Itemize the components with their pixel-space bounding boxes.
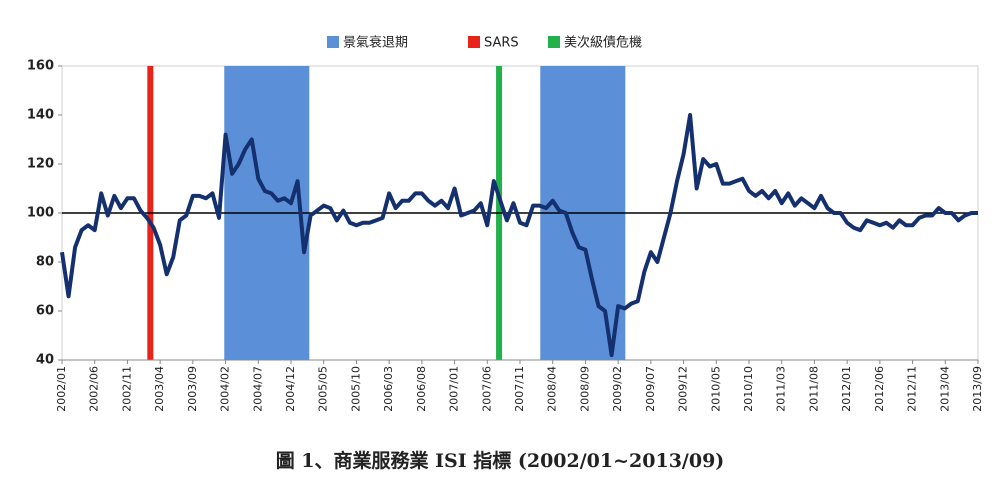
y-tick-label: 140 (27, 108, 54, 123)
x-tick-label: 2007/11 (513, 366, 526, 412)
x-tick-label: 2002/06 (88, 366, 101, 412)
y-tick-label: 120 (27, 157, 54, 172)
x-tick-label: 2009/12 (677, 366, 690, 412)
x-tick-label: 2012/06 (873, 366, 886, 412)
x-tick-label: 2011/03 (775, 366, 788, 412)
data-line (60, 113, 978, 358)
x-tick-label: 2006/08 (415, 366, 428, 412)
x-tick-label: 2009/02 (611, 366, 624, 412)
x-tick-label: 2011/08 (807, 366, 820, 412)
y-tick-label: 160 (27, 59, 54, 74)
legend-swatch (548, 36, 560, 48)
x-tick-label: 2006/03 (382, 366, 395, 412)
x-tick-label: 2007/06 (480, 366, 493, 412)
x-tick-label: 2010/05 (709, 366, 722, 412)
x-tick-label: 2002/11 (120, 366, 133, 412)
legend-swatch (468, 36, 480, 48)
x-tick-label: 2009/07 (644, 366, 657, 412)
y-tick-label: 100 (27, 206, 54, 221)
x-tick-label: 2012/11 (906, 366, 919, 412)
legend-label: 美次級債危機 (564, 35, 642, 51)
x-tick-label: 2012/01 (840, 366, 853, 412)
x-tick-label: 2004/02 (219, 366, 232, 412)
x-tick-label: 2003/04 (153, 366, 166, 412)
x-tick-label: 2003/09 (186, 366, 199, 412)
x-tick-label: 2013/04 (938, 366, 951, 412)
x-tick-label: 2008/09 (578, 366, 591, 412)
legend-label: SARS (484, 36, 519, 51)
x-tick-label: 2008/04 (546, 366, 559, 412)
y-tick-label: 80 (36, 255, 54, 270)
chart-title: 圖 1、商業服務業 ISI 指標 (2002/01~2013/09) (276, 449, 725, 472)
x-tick-label: 2005/05 (317, 366, 330, 412)
y-tick-label: 60 (36, 304, 54, 319)
x-tick-label: 2007/01 (448, 366, 461, 412)
x-tick-label: 2013/09 (971, 366, 984, 412)
x-tick-label: 2002/01 (55, 366, 68, 412)
x-tick-label: 2004/12 (284, 366, 297, 412)
legend-label: 景氣衰退期 (343, 35, 408, 51)
x-tick-label: 2005/10 (349, 366, 362, 412)
x-tick-label: 2004/07 (251, 366, 264, 412)
x-tick-label: 2010/10 (742, 366, 755, 412)
legend-swatch (327, 36, 339, 48)
y-tick-label: 40 (36, 353, 54, 368)
